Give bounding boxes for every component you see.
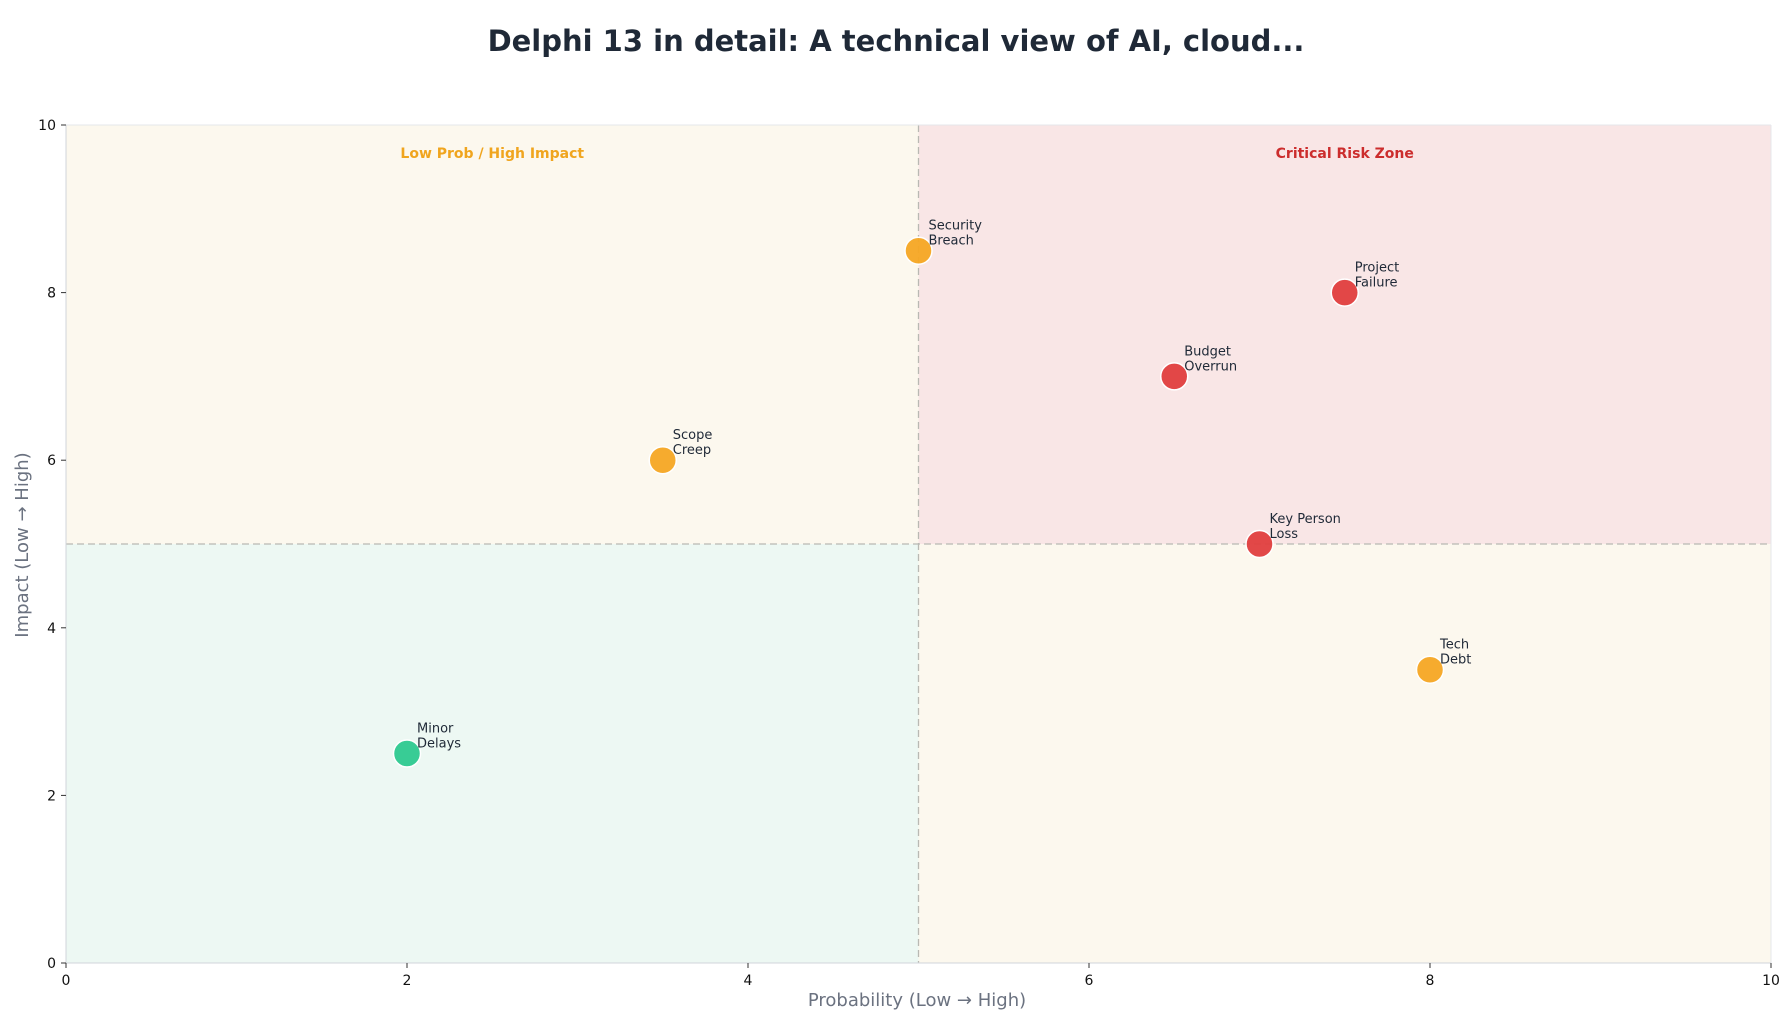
- risk-label-security-breach: Security Breach: [929, 219, 983, 249]
- y-tick-label: 0: [47, 956, 56, 972]
- risk-points: Security Breach Project Failure Budget Overru…: [392, 219, 1471, 768]
- y-tick-label: 6: [47, 453, 56, 469]
- quadrant-high-prob-low-impact: [918, 544, 1771, 963]
- y-tick-label: 10: [38, 118, 56, 134]
- y-axis-label: Impact (Low → High): [12, 452, 33, 637]
- chart-title: Delphi 13 in detail: A technical view of…: [487, 24, 1305, 58]
- plot-frame: [66, 124, 1772, 963]
- quadrant-low-prob-low-impact: [66, 544, 919, 963]
- risk-label-key-person-loss: Key Person Loss: [1270, 512, 1341, 542]
- risk-point-budget-overrun: [1160, 362, 1189, 391]
- risk-label-minor-delays: Minor Delays: [417, 722, 461, 752]
- quadrant-labels: Low Prob / High Impact Critical Risk Zone: [400, 146, 1413, 162]
- quadrant-backgrounds: [66, 125, 1771, 963]
- x-tick-label: 0: [62, 973, 71, 989]
- threshold-lines: [66, 125, 1771, 963]
- x-axis-label: Probability (Low → High): [808, 990, 1026, 1011]
- axes: 0 2 4 6 8 10 0 2 4 6 8 10: [38, 118, 1780, 989]
- x-tick-label: 8: [1426, 973, 1435, 989]
- x-tick-label: 10: [1762, 973, 1780, 989]
- risk-point-scope-creep: [648, 445, 677, 475]
- x-tick-label: 6: [1085, 973, 1094, 989]
- risk-point-security-breach: [904, 236, 933, 265]
- quadrant-low-prob-high-impact: [66, 125, 919, 544]
- risk-point-project-failure: [1330, 278, 1359, 307]
- risk-label-tech-debt: Tech Debt: [1439, 638, 1471, 668]
- x-tick-label: 4: [744, 973, 753, 989]
- quadrant-critical-risk-zone: [918, 125, 1771, 544]
- risk-point-key-person-loss: [1245, 529, 1274, 559]
- risk-label-scope-creep: Scope Creep: [673, 428, 713, 458]
- quadrant-label-critical-risk-zone: Critical Risk Zone: [1276, 146, 1414, 162]
- x-tick-label: 2: [403, 973, 412, 989]
- risk-point-tech-debt: [1415, 655, 1445, 684]
- quadrant-label-low-prob-high-impact: Low Prob / High Impact: [400, 146, 584, 162]
- risk-label-budget-overrun: Budget Overrun: [1184, 344, 1237, 374]
- risk-point-minor-delays: [392, 739, 422, 768]
- y-tick-label: 4: [47, 621, 56, 637]
- y-tick-label: 8: [47, 286, 56, 302]
- risk-label-project-failure: Project Failure: [1355, 261, 1399, 291]
- y-tick-label: 2: [47, 788, 56, 804]
